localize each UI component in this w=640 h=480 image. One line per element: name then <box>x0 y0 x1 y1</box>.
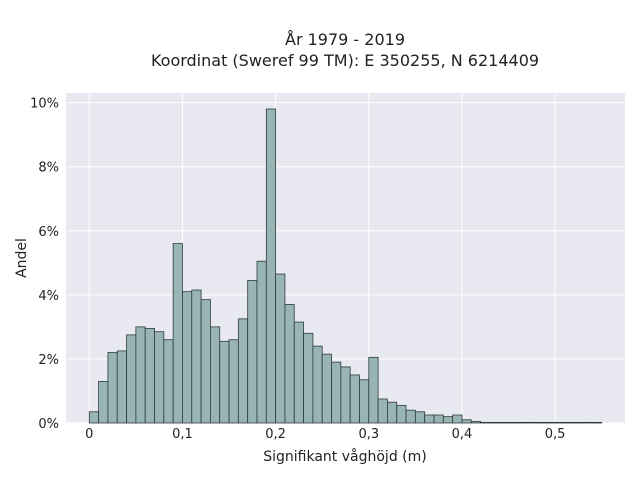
histogram-bar <box>200 299 211 424</box>
histogram-bar <box>237 318 249 424</box>
tick-labels: 0 0,1 0,2 0,3 0,4 0,5 0% 2% 4% 6% 8% 10% <box>30 97 565 442</box>
histogram-bar <box>414 411 426 424</box>
histogram-bar <box>377 398 388 424</box>
x-tick-label: 0,2 <box>265 427 286 442</box>
chart-title-line-2: Koordinat (Sweref 99 TM): E 350255, N 62… <box>151 51 539 70</box>
histogram-bar <box>172 243 183 424</box>
histogram-bar <box>265 108 277 424</box>
y-tick-label: 6% <box>38 225 59 240</box>
histogram-bar <box>321 353 332 424</box>
histogram-bar <box>154 331 165 424</box>
histogram-bar <box>312 345 323 424</box>
y-tick-label: 0% <box>38 417 59 432</box>
histogram-bar <box>144 328 155 424</box>
histogram-bar <box>107 352 118 424</box>
histogram-bar <box>536 421 547 424</box>
histogram-bar <box>210 326 221 424</box>
histogram-bar <box>554 421 565 424</box>
histogram-bar <box>489 421 500 424</box>
y-tick-label: 8% <box>38 161 59 176</box>
histogram-bar <box>470 420 481 424</box>
x-tick-label: 0,3 <box>358 427 379 442</box>
histogram-bar <box>275 273 286 424</box>
bars <box>88 108 603 424</box>
histogram-bar <box>480 421 491 424</box>
histogram-bar <box>517 421 528 424</box>
histogram-bar <box>387 401 398 424</box>
histogram-bar <box>508 421 519 424</box>
histogram-bar <box>284 304 295 424</box>
histogram-bar <box>126 334 137 424</box>
chart-title-line-1: År 1979 - 2019 <box>285 30 405 49</box>
x-axis-label: Signifikant våghöjd (m) <box>263 448 426 465</box>
x-tick-label: 0,4 <box>452 427 473 442</box>
histogram-bar <box>256 260 267 424</box>
histogram-bar <box>526 421 537 424</box>
x-tick-label: 0 <box>85 427 93 442</box>
histogram-bar <box>461 419 472 424</box>
y-tick-label: 4% <box>38 289 59 304</box>
histogram-bar <box>88 411 100 424</box>
histogram-bar <box>442 416 454 424</box>
histogram-bar <box>452 414 463 424</box>
histogram-bar <box>573 421 584 424</box>
histogram-bar <box>182 291 193 424</box>
histogram-bar <box>368 356 379 424</box>
histogram-bar <box>293 321 304 424</box>
histogram-bar <box>359 379 370 424</box>
histogram-bar <box>163 339 174 424</box>
histogram-bar <box>331 361 342 424</box>
histogram-bar <box>135 326 146 424</box>
histogram-bar <box>396 404 407 424</box>
histogram-bar <box>433 414 444 424</box>
histogram-bar <box>564 421 575 424</box>
histogram-bar <box>545 421 556 424</box>
histogram-bar <box>228 339 239 424</box>
histogram-bar <box>582 421 593 424</box>
histogram-bar <box>498 421 509 424</box>
x-tick-label: 0,1 <box>172 427 193 442</box>
histogram-bar <box>591 421 603 424</box>
histogram-bar <box>349 374 360 424</box>
histogram-bar <box>247 280 258 424</box>
histogram-bar <box>405 409 416 424</box>
histogram-bar <box>116 350 127 424</box>
histogram-bar <box>191 289 202 424</box>
y-axis-label: Andel <box>14 238 30 278</box>
y-tick-label: 2% <box>38 353 59 368</box>
histogram-bar <box>98 380 109 424</box>
histogram-bar <box>219 340 230 424</box>
x-tick-label: 0,5 <box>545 427 566 442</box>
histogram-bar <box>424 414 435 424</box>
histogram-bar <box>340 366 351 424</box>
y-tick-label: 10% <box>30 97 59 112</box>
histogram-bar <box>303 332 314 424</box>
